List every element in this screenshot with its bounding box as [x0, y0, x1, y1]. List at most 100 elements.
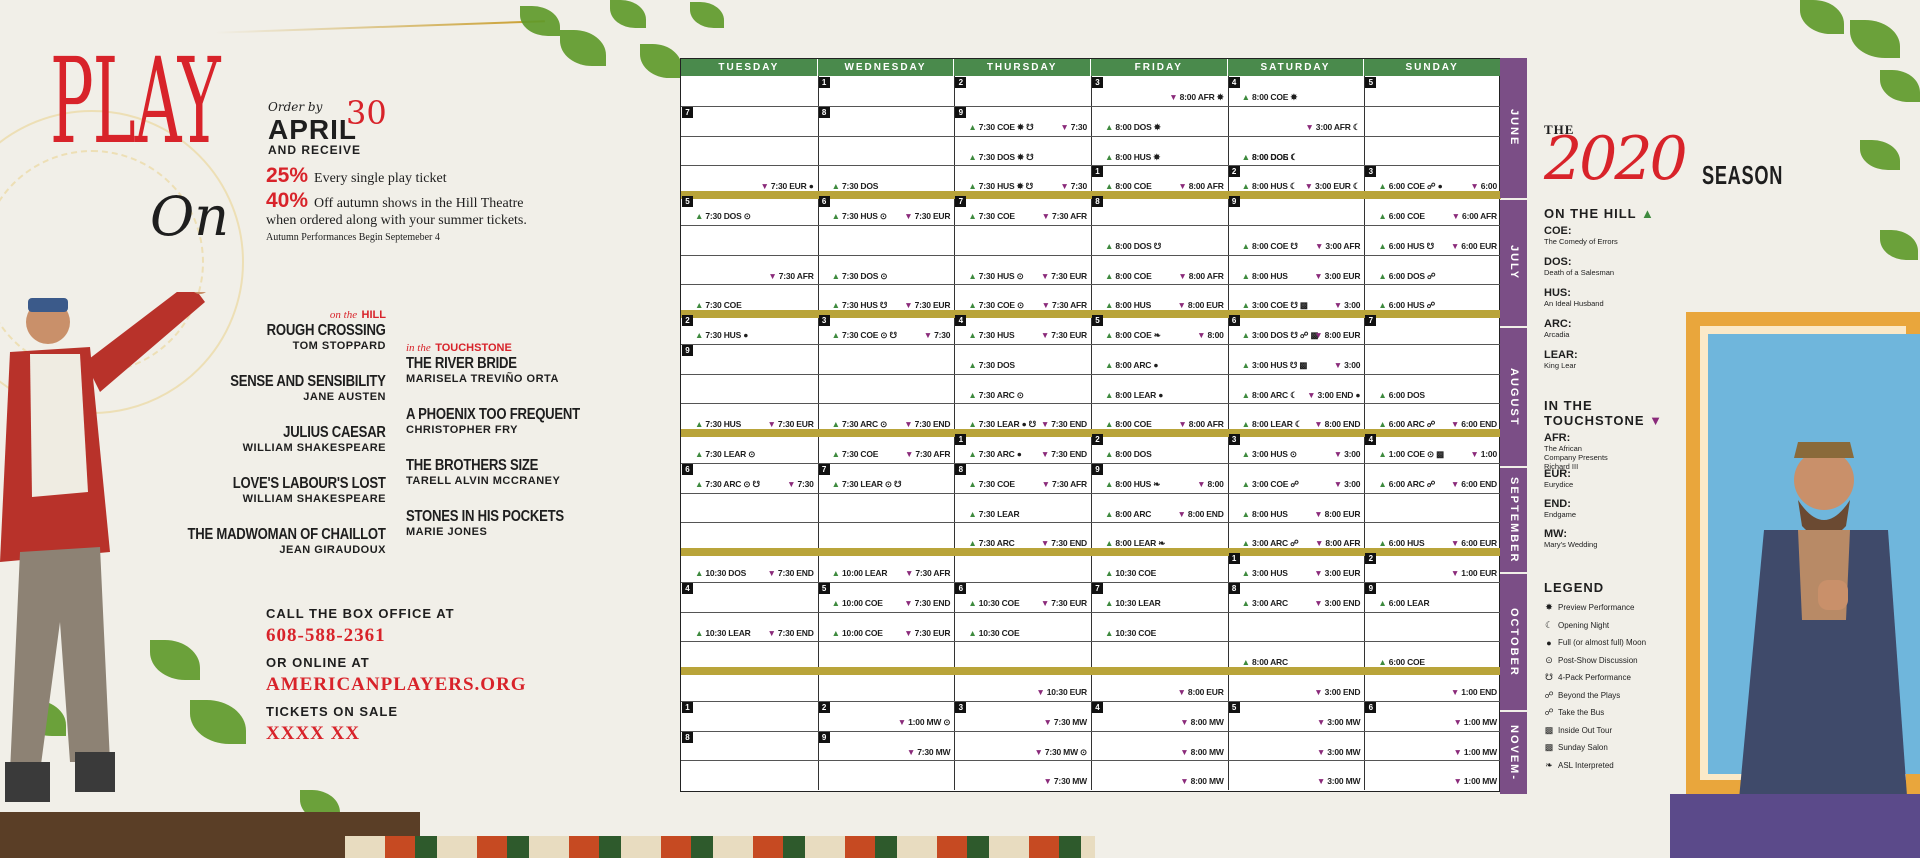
key-code: END: — [1544, 498, 1571, 510]
performance-time: 3:00 DOS ☋ ☍ ▩ — [1252, 330, 1319, 340]
touchstone-triangle-icon: ▼ — [904, 419, 915, 430]
performance-entry: ▲ 8:00 ARC ☾ — [1242, 390, 1298, 401]
performance-entry: ▼ 7:30 — [818, 330, 951, 340]
hill-triangle-icon: ▲ — [968, 270, 979, 281]
phone-link[interactable]: 608-588-2361 — [266, 625, 386, 646]
touchstone-triangle-icon: ▼ — [1450, 240, 1462, 251]
performance-entry: ▼ 3:00 END — [1228, 687, 1360, 697]
hill-show: THE MADWOMAN OF CHAILLOT JEAN GIRAUDOUX — [144, 526, 386, 577]
performance-entry: ▲ 10:30 COE — [1105, 628, 1156, 638]
performance-time: 3:00 AFR — [1325, 240, 1361, 251]
performance-entry: ▲ 10:30 COE — [1105, 568, 1156, 578]
show-title: THE RIVER BRIDE — [406, 355, 517, 372]
key-code: MW: — [1544, 528, 1568, 540]
row-divider — [681, 522, 1501, 524]
gold-swoosh — [215, 20, 545, 34]
performance-time: 3:00 AFR ☾ — [1315, 121, 1361, 132]
performance-time: 7:30 COE — [842, 449, 879, 459]
hill-triangle-icon: ▲ — [968, 121, 979, 132]
key-desc: The Comedy of Errors — [1544, 237, 1618, 246]
performance-entry: ▲ 8:00 LEAR ❧ — [1105, 538, 1165, 549]
performance-time: 7:30 — [934, 330, 951, 340]
show-author: JEAN GIRAUDOUX — [279, 544, 386, 556]
touchstone-triangle-icon: ▼ — [1177, 300, 1188, 311]
hill-show-list: ROUGH CROSSING TOM STOPPARD SENSE AND SE… — [144, 322, 386, 577]
performance-entry: ▼ 3:00 MW — [1228, 717, 1361, 727]
performance-entry: ▼ 7:30 MW ⊙ — [954, 747, 1087, 758]
hill-triangle-icon: ▲ — [831, 419, 843, 430]
performance-entry: ▼ 8:00 AFR — [1228, 538, 1361, 548]
row-divider — [681, 611, 1501, 613]
performance-time: 7:30 DOS ⊙ — [705, 211, 751, 221]
touchstone-triangle-icon: ▼ — [904, 627, 915, 638]
row-divider — [681, 254, 1501, 256]
hill-triangle-icon: ▲ — [1241, 657, 1253, 668]
performance-entry: ▲ 10:00 COE — [832, 628, 883, 638]
performance-time: 8:00 ARC — [1252, 657, 1288, 668]
performance-entry: ▲ 6:00 COE — [1378, 657, 1425, 667]
performance-time: 3:00 MW — [1327, 776, 1361, 787]
order-by-label: Order by — [268, 100, 323, 114]
weekday-saturday: SATURDAY — [1227, 59, 1365, 76]
performance-entry: ▼ 7:30 AFR — [954, 211, 1088, 221]
hill-triangle-icon: ▲ — [1105, 538, 1116, 549]
performance-entry: ▲ 3:00 COE ☍ — [1242, 479, 1299, 490]
hill-triangle-icon: ▲ — [968, 508, 979, 519]
performance-time: 7:30 AFR — [1052, 211, 1087, 221]
touchstone-section-label: in the TOUCHSTONE — [406, 338, 512, 356]
touchstone-triangle-icon: ▼ — [767, 627, 778, 638]
hill-section-label: on the HILL — [330, 305, 386, 323]
performance-time: 8:00 HUS — [1252, 508, 1288, 519]
weekday-tuesday: TUESDAY — [681, 59, 818, 76]
legend-item: ☋ 4-Pack Performance — [1544, 669, 1674, 687]
season-word: SEASON — [1702, 160, 1784, 190]
touchstone-triangle-icon: ▼ — [1034, 746, 1045, 757]
performance-time: 1:00 MW — [1463, 716, 1497, 727]
day-number: 9 — [1092, 463, 1103, 475]
performance-time: 10:30 COE — [978, 597, 1020, 608]
hill-triangle-icon: ▲ — [1105, 478, 1116, 489]
legend-icon: ▩ — [1544, 724, 1554, 735]
row-divider — [681, 492, 1501, 494]
day-number: 4 — [1092, 701, 1103, 713]
performance-entry: ▼ 7:30 END — [681, 628, 814, 638]
day-number: 2 — [1228, 166, 1240, 178]
day-number: 1 — [682, 701, 693, 713]
key-item: MW: Mary's Wedding — [1544, 528, 1674, 558]
hill-triangle-icon: ▲ — [695, 449, 706, 459]
day-number: 3 — [1092, 77, 1103, 88]
legend-label: ASL Interpreted — [1558, 760, 1614, 770]
performance-time: 10:30 LEAR — [1115, 597, 1161, 608]
touchstone-triangle-icon: ▼ — [1178, 419, 1189, 430]
hill-triangle-icon: ▲ — [968, 478, 979, 489]
hill-show: ROUGH CROSSING TOM STOPPARD — [144, 322, 386, 373]
performance-entry: ▲ 7:30 HUS ● — [695, 330, 748, 340]
touchstone-triangle-icon: ▼ — [768, 270, 779, 281]
performance-entry: ▼ 1:00 MW ⊙ — [818, 717, 951, 728]
performance-time: 1:00 MW ⊙ — [908, 716, 951, 727]
performance-time: 7:30 DOS — [842, 181, 879, 192]
performance-time: 8:00 EUR — [1324, 330, 1361, 340]
touchstone-triangle-icon: ▼ — [1314, 597, 1325, 608]
website-link[interactable]: AMERICANPLAYERS.ORG — [266, 674, 527, 695]
hill-triangle-icon: ▲ — [968, 330, 979, 340]
performance-entry: ▲ 7:30 ARC — [968, 538, 1014, 548]
month-july: JULY — [1500, 200, 1527, 326]
performance-entry: ▲ 7:30 LEAR — [968, 509, 1019, 519]
touchstone-triangle-icon: ▼ — [1314, 270, 1325, 281]
legend-label: Post-Show Discussion — [1558, 655, 1638, 665]
performance-entry: ▲ 7:30 ARC ⊙ — [831, 419, 888, 430]
performance-entry: ▼ 3:00 MW — [1228, 747, 1361, 757]
performance-entry: ▼ 7:30 END — [681, 568, 814, 578]
performance-time: 6:00 ARC ☍ — [1388, 419, 1436, 430]
performance-entry: ▲ 8:00 DOS ✸ — [1105, 122, 1161, 133]
hill-triangle-icon: ▲ — [695, 627, 706, 638]
hill-triangle-icon: ▲ — [1105, 627, 1116, 638]
performance-time: 7:30 EUR — [1051, 330, 1087, 340]
performance-time: 6:00 DOS ☍ — [1388, 270, 1436, 281]
hill-triangle-icon: ▲ — [1105, 597, 1116, 608]
performance-entry: ▼ 7:30 AFR — [681, 271, 814, 281]
hill-triangle-icon: ▲ — [968, 181, 979, 192]
day-number: 6 — [1228, 315, 1240, 326]
weekday-thursday: THURSDAY — [954, 59, 1091, 76]
